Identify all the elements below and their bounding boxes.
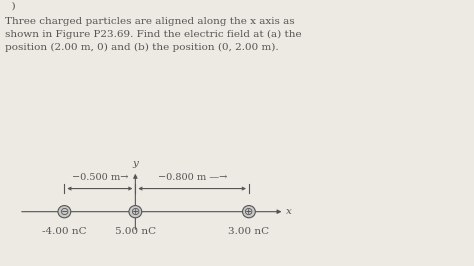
Text: −0.800 m —→: −0.800 m —→ [157,173,227,182]
Text: x: x [286,207,292,216]
Text: Three charged particles are aligned along the x axis as
shown in Figure P23.69. : Three charged particles are aligned alon… [5,17,301,52]
Text: -4.00 nC: -4.00 nC [42,227,87,236]
Text: −0.500 m→: −0.500 m→ [72,173,128,182]
Circle shape [243,206,255,218]
Text: ): ) [5,1,15,10]
Text: ⊕: ⊕ [244,207,254,217]
Text: 3.00 nC: 3.00 nC [228,227,270,236]
Circle shape [129,206,142,218]
Text: ⊖: ⊖ [60,207,69,217]
Text: y: y [132,159,138,168]
Text: ⊕: ⊕ [131,207,140,217]
Circle shape [58,206,71,218]
Text: 5.00 nC: 5.00 nC [115,227,156,236]
